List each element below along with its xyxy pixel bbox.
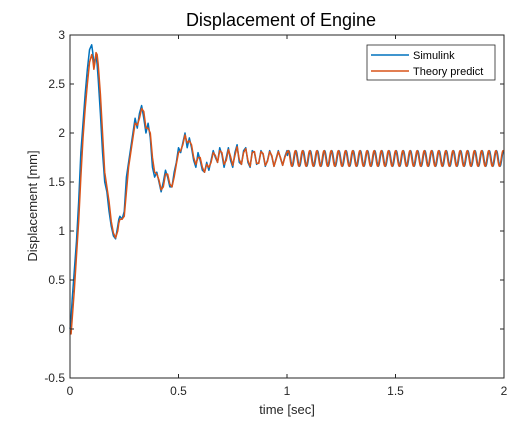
legend: Simulink Theory predict — [366, 44, 496, 81]
y-tick-label: 2.5 — [48, 77, 65, 91]
y-tick-label: -0.5 — [44, 371, 65, 385]
x-tick-label: 0 — [67, 384, 74, 398]
legend-label-theory-predict: Theory predict — [413, 66, 483, 78]
y-tick-label: 0 — [58, 322, 65, 336]
legend-label-simulink: Simulink — [413, 50, 455, 62]
x-axis-label: time [sec] — [259, 402, 315, 417]
y-axis-label: Displacement [mm] — [25, 150, 40, 261]
chart-title: Displacement of Engine — [186, 10, 376, 30]
y-tick-label: 0.5 — [48, 273, 65, 287]
x-tick-label: 0.5 — [170, 384, 187, 398]
series-line-theory-predict — [70, 51, 505, 335]
x-tick-label: 2 — [501, 384, 508, 398]
y-axis: -0.5 0 0.5 1 1.5 2 2.5 3 — [44, 28, 504, 385]
plot-area — [70, 35, 504, 378]
x-tick-label: 1 — [284, 384, 291, 398]
y-tick-label: 1.5 — [48, 175, 65, 189]
y-tick-label: 1 — [58, 224, 65, 238]
x-axis: 0 0.5 1 1.5 2 — [67, 35, 508, 398]
y-tick-label: 2 — [58, 126, 65, 140]
y-tick-label: 3 — [58, 28, 65, 42]
legend-box — [366, 44, 496, 81]
x-tick-label: 1.5 — [387, 384, 404, 398]
series-layer — [69, 44, 505, 335]
